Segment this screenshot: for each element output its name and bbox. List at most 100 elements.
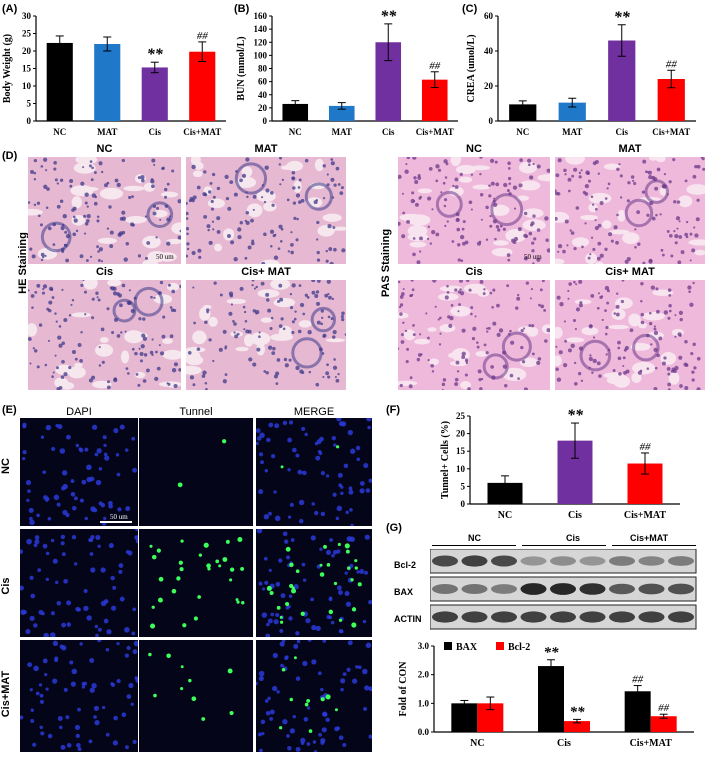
dapi-nucleus — [311, 624, 317, 631]
tubule-lumen — [622, 232, 640, 245]
cell-nucleus — [232, 320, 235, 323]
cell-nucleus — [283, 357, 288, 362]
cell-nucleus — [315, 199, 318, 202]
cell-nucleus — [210, 199, 214, 204]
cell-nucleus — [279, 297, 284, 302]
dapi-nucleus — [52, 640, 59, 646]
dapi-nucleus — [338, 483, 342, 488]
tunnel-positive-cell — [171, 588, 177, 594]
glomerulus — [310, 306, 337, 333]
cell-nucleus — [519, 158, 523, 162]
cell-nucleus — [248, 357, 253, 362]
cell-nucleus — [117, 293, 123, 298]
cell-nucleus — [29, 247, 33, 251]
cell-nucleus — [435, 232, 440, 237]
cell-nucleus — [59, 178, 64, 182]
cell-nucleus — [520, 345, 524, 350]
cell-nucleus — [251, 283, 254, 287]
cell-nucleus — [417, 174, 421, 178]
cell-nucleus — [619, 174, 623, 178]
tubule-lumen — [602, 220, 612, 229]
dapi-nucleus — [365, 488, 371, 493]
glomerulus — [112, 298, 137, 323]
dapi-nucleus — [61, 645, 67, 651]
tubule-lumen — [417, 188, 432, 194]
dapi-nucleus — [279, 629, 284, 633]
cell-nucleus — [315, 301, 321, 306]
cell-nucleus — [98, 161, 103, 166]
dapi-nucleus — [265, 633, 271, 637]
cell-nucleus — [572, 319, 577, 323]
cell-nucleus — [229, 293, 234, 298]
cell-nucleus — [58, 385, 63, 390]
cell-nucleus — [128, 289, 132, 292]
dapi-nucleus — [258, 670, 265, 677]
tubule-lumen — [286, 160, 304, 172]
dapi-nucleus — [70, 479, 75, 483]
cell-nucleus — [322, 375, 325, 379]
y-axis-label: Fold of CON — [398, 661, 409, 717]
y-tick-label: 5 — [27, 99, 32, 109]
cell-nucleus — [479, 193, 484, 197]
cell-nucleus — [62, 214, 67, 219]
cell-nucleus — [412, 157, 417, 160]
cell-nucleus — [532, 162, 535, 166]
cell-nucleus — [317, 280, 321, 283]
dapi-nucleus — [368, 478, 372, 483]
bar — [487, 482, 523, 504]
fluo-cismat-dapi — [20, 640, 138, 752]
cell-nucleus — [154, 376, 159, 382]
cell-nucleus — [464, 373, 468, 377]
y-tick-label: 60 — [258, 77, 268, 87]
cell-nucleus — [75, 229, 79, 233]
cell-nucleus — [677, 260, 682, 264]
dapi-nucleus — [103, 452, 108, 457]
dapi-nucleus — [95, 535, 101, 540]
cell-nucleus — [513, 236, 519, 242]
glomerulus — [624, 198, 654, 228]
x-tick-label: MAT — [562, 127, 582, 137]
cell-nucleus — [438, 343, 442, 346]
cell-nucleus — [224, 347, 227, 350]
tunnel-positive-cell — [354, 559, 358, 563]
cell-nucleus — [315, 382, 320, 387]
cell-nucleus — [320, 322, 323, 326]
dapi-nucleus — [355, 445, 361, 451]
cell-nucleus — [478, 378, 482, 382]
dapi-nucleus — [368, 600, 372, 605]
dapi-nucleus — [113, 715, 118, 721]
cell-nucleus — [443, 204, 447, 208]
glomerulus — [632, 333, 660, 362]
dapi-nucleus — [258, 676, 264, 682]
cell-nucleus — [279, 239, 283, 243]
cell-nucleus — [406, 219, 411, 224]
cell-nucleus — [622, 356, 626, 360]
cell-nucleus — [96, 215, 100, 219]
cell-nucleus — [461, 328, 466, 333]
dapi-nucleus — [110, 682, 114, 686]
tunnel-positive-cell — [237, 536, 243, 542]
cell-nucleus — [568, 282, 572, 286]
cell-nucleus — [634, 245, 637, 249]
dapi-nucleus — [34, 539, 40, 545]
cell-nucleus — [648, 174, 653, 180]
tubule-lumen — [207, 198, 225, 209]
dapi-nucleus — [362, 619, 367, 624]
dapi-nucleus — [303, 717, 309, 722]
cell-nucleus — [91, 316, 95, 320]
blot-band — [520, 583, 547, 595]
dapi-nucleus — [86, 464, 92, 471]
cell-nucleus — [504, 384, 508, 388]
cell-nucleus — [233, 331, 236, 334]
blot-band — [668, 611, 694, 623]
cell-nucleus — [170, 308, 175, 312]
cell-nucleus — [139, 351, 144, 357]
cell-nucleus — [140, 344, 145, 349]
y-tick-label: 40 — [484, 46, 494, 56]
cell-nucleus — [597, 241, 602, 246]
cell-nucleus — [516, 296, 521, 301]
cell-nucleus — [691, 370, 695, 374]
tubule-lumen — [399, 213, 423, 222]
tubule-lumen — [99, 187, 124, 200]
